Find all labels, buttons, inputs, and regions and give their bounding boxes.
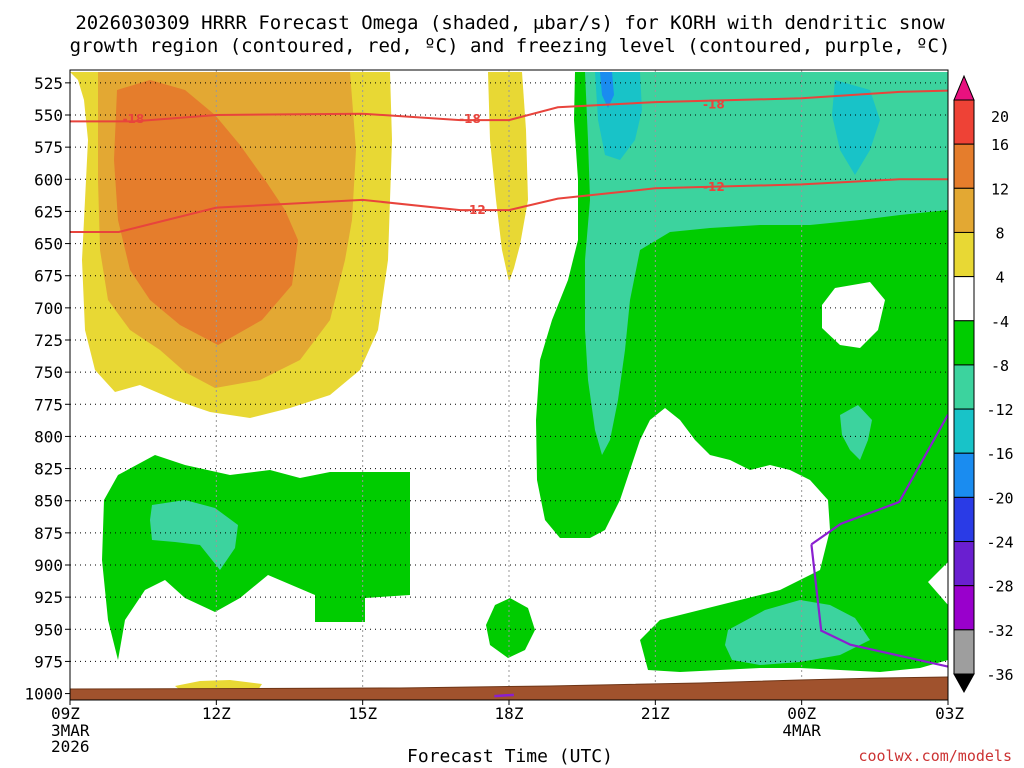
- y-tick-label-900: 900: [34, 556, 63, 575]
- omega-region-orange-12-16: [114, 80, 298, 345]
- dgz-contour-minus18: [70, 89, 948, 123]
- omega-region-cyan-upper-b: [832, 80, 880, 175]
- x-tick-label-21Z: 21Z: [641, 704, 670, 723]
- contour-layer: -18 -18 -18 -12 -12: [70, 89, 948, 698]
- site-credit: coolwx.com/models: [858, 747, 1012, 765]
- dgz-contour-minus12: [70, 178, 948, 233]
- x-tick-label-12Z: 12Z: [202, 704, 231, 723]
- omega-region-yellow-18z: [488, 72, 528, 282]
- y-tick-label-525: 525: [34, 74, 63, 93]
- colorbar-band-6: [953, 364, 975, 410]
- colorbar-band-3: [953, 231, 975, 278]
- omega-region-yellow-surface: [175, 680, 262, 690]
- label-minus18-c: -18: [703, 98, 725, 112]
- y-tick-label-725: 725: [34, 331, 63, 350]
- freezing-level-fragment: [494, 693, 514, 698]
- label-minus12-b: -12: [703, 180, 725, 194]
- colorbar-label--28: -28: [986, 578, 1013, 596]
- colorbar-band-10: [953, 541, 975, 587]
- freezing-level-contour-lower: [810, 544, 948, 668]
- colorbar-label--12: -12: [986, 401, 1013, 419]
- colorbar-label-4: 4: [995, 269, 1004, 287]
- terrain-band: [70, 677, 948, 700]
- omega-region-teal-00z-mid: [840, 405, 872, 460]
- chart-title-line-2: growth region (contoured, red, ºC) and f…: [70, 35, 951, 57]
- y-tick-label-600: 600: [34, 170, 63, 189]
- colorbar-band-11: [953, 585, 975, 631]
- y-tick-label-775: 775: [34, 395, 63, 414]
- x-tick-label-03Z: 03Z: [935, 704, 964, 723]
- colorbar-label-8: 8: [995, 224, 1004, 242]
- x-tick-label-18Z: 18Z: [495, 704, 524, 723]
- y-tick-label-625: 625: [34, 202, 63, 221]
- colorbar-label-12: 12: [991, 180, 1009, 198]
- y-tick-label-975: 975: [34, 652, 63, 671]
- colorbar-label--24: -24: [986, 534, 1013, 552]
- omega-region-teal-12z: [150, 500, 238, 570]
- colorbar-label--32: -32: [986, 622, 1013, 640]
- y-tick-label-925: 925: [34, 588, 63, 607]
- y-tick-label-750: 750: [34, 363, 63, 382]
- gridlines: [70, 70, 948, 700]
- y-tick-label-825: 825: [34, 460, 63, 479]
- y-axis: 525 550 575 600 625 650 675 700 725 750 775 800 825 8…: [24, 74, 70, 704]
- x-tick-sublabel-2026: 2026: [51, 737, 90, 756]
- colorbar-label--20: -20: [986, 489, 1013, 507]
- colorbar-label--36: -36: [986, 666, 1013, 684]
- y-tick-label-1000: 1000: [24, 685, 63, 704]
- x-tick-sublabel-3MAR: 3MAR: [51, 721, 90, 740]
- colorbar-band-12: [953, 629, 975, 675]
- y-tick-label-800: 800: [34, 427, 63, 446]
- y-tick-label-700: 700: [34, 299, 63, 318]
- colorbar-label-20: 20: [991, 108, 1009, 126]
- x-axis-title: Forecast Time (UTC): [407, 746, 613, 767]
- omega-region-hole-03z: [928, 562, 948, 605]
- y-tick-label-650: 650: [34, 235, 63, 254]
- freezing-level-contour-upper: [810, 414, 948, 546]
- colorbar-band-5: [953, 320, 975, 366]
- colorbar-band-9: [953, 496, 975, 543]
- y-tick-label-875: 875: [34, 524, 63, 543]
- omega-region-teal-00z-low: [725, 600, 870, 665]
- label-minus12-a: -12: [464, 203, 486, 217]
- colorbar-band-0: [953, 99, 975, 145]
- colorbar-band-8: [953, 452, 975, 498]
- omega-region-hole-00z: [822, 282, 885, 348]
- colorbar-band-7: [953, 408, 975, 454]
- colorbar-label--8: -8: [991, 357, 1009, 375]
- y-tick-label-850: 850: [34, 492, 63, 511]
- omega-region-green-18z: [486, 598, 535, 658]
- colorbar-top-arrow: [953, 74, 975, 101]
- y-tick-label-675: 675: [34, 267, 63, 286]
- label-minus18-b: -18: [459, 112, 481, 126]
- label-minus18-a: -18: [123, 112, 145, 126]
- terrain-edge: [69, 676, 949, 690]
- colorbar-label--4: -4: [991, 313, 1009, 331]
- y-tick-label-550: 550: [34, 106, 63, 125]
- y-tick-label-575: 575: [34, 138, 63, 157]
- colorbar-band-2: [953, 187, 975, 233]
- colorbar-label--16: -16: [986, 445, 1013, 463]
- colorbar-label-16: 16: [991, 136, 1009, 154]
- chart-title-line-1: 2026030309 HRRR Forecast Omega (shaded, …: [75, 12, 945, 34]
- omega-region-blue-core: [600, 72, 614, 108]
- x-tick-sublabel-4MAR: 4MAR: [782, 721, 821, 740]
- y-tick-label-950: 950: [34, 620, 63, 639]
- x-tick-label-00Z: 00Z: [787, 704, 816, 723]
- x-tick-label-09Z: 09Z: [51, 704, 80, 723]
- x-tick-label-15Z: 15Z: [348, 704, 377, 723]
- colorbar-band-4: [953, 276, 975, 322]
- colorbar-bottom-arrow: [953, 673, 975, 694]
- colorbar: 20 16 12 8 4 -4 -8 -12 -16 -20 -24 -28 -32 -36: [953, 74, 1014, 694]
- colorbar-band-1: [953, 143, 975, 189]
